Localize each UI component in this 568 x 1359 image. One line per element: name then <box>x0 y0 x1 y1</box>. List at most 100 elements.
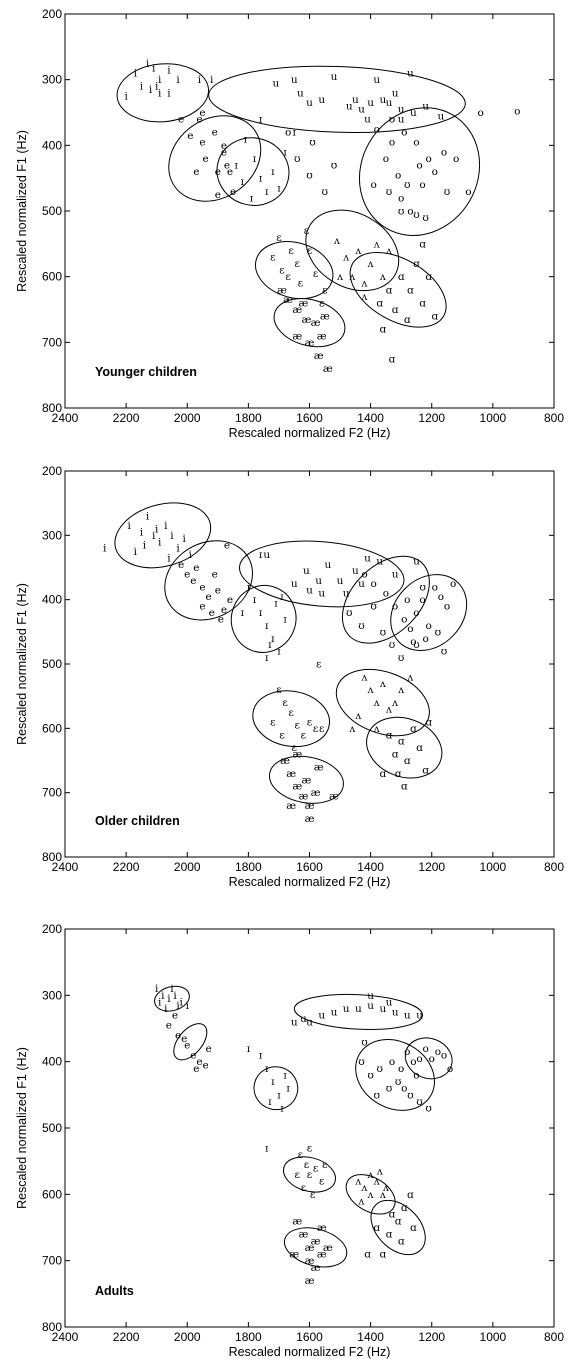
y-axis-title: Rescaled normalized F1 (Hz) <box>15 130 29 292</box>
vowel-ellipse <box>208 65 466 133</box>
vowel-token: e <box>221 604 227 616</box>
vowel-token: i <box>124 91 128 103</box>
vowel-token: u <box>422 100 429 112</box>
vowel-token: e <box>218 613 224 625</box>
vowel-token: i <box>161 990 165 1002</box>
vowel-token: ʊ <box>413 639 420 651</box>
vowel-token: æ <box>323 363 333 375</box>
vowel-token: o <box>285 127 291 139</box>
vowel-token: ɑ <box>379 768 386 780</box>
vowel-token: o <box>398 1063 404 1075</box>
vowel-token: ʌ <box>357 1195 364 1207</box>
vowel-token: ʌ <box>348 723 355 735</box>
vowel-token: æ <box>317 330 327 342</box>
vowel-token: u <box>318 1010 325 1022</box>
vowel-token: u <box>404 1010 411 1022</box>
vowel-token: ɑ <box>419 297 426 309</box>
vowel-token: u <box>358 104 365 116</box>
vowel-token: ɪ <box>283 146 287 158</box>
vowel-token: ɛ <box>319 1176 324 1188</box>
vowel-token: u <box>306 585 313 597</box>
vowel-token: ʌ <box>391 697 398 709</box>
vowel-token: e <box>209 607 215 619</box>
vowel-token: æ <box>292 749 302 761</box>
y-tick-label: 400 <box>42 593 62 607</box>
vowel-token: ɑ <box>392 749 399 761</box>
x-tick-label: 1000 <box>480 1330 507 1344</box>
vowel-token: e <box>184 568 190 580</box>
vowel-token: ɛ <box>319 723 324 735</box>
vowel-token: o <box>407 206 413 218</box>
vowel-token: ɛ <box>295 1169 300 1181</box>
vowel-token: ʊ <box>331 160 338 172</box>
vowel-token: i <box>143 539 147 551</box>
vowel-token: u <box>343 1003 350 1015</box>
vowel-token: ɪ <box>265 652 269 664</box>
vowel-token: o <box>477 107 483 119</box>
vowel-token: æ <box>317 1249 327 1261</box>
vowel-token: i <box>158 996 162 1008</box>
vowel-token: ɪ <box>268 1096 272 1108</box>
vowel-token: æ <box>292 330 302 342</box>
panel-label: Older children <box>95 814 180 828</box>
vowel-token: ʊ <box>380 626 387 638</box>
vowel-token: ʌ <box>376 1166 383 1178</box>
x-axis-title: Rescaled normalized F2 (Hz) <box>229 875 391 889</box>
vowel-token: æ <box>311 787 321 799</box>
vowel-token: e <box>230 186 236 198</box>
vowel-ellipse <box>164 540 254 621</box>
vowel-ellipse <box>335 668 430 737</box>
vowel-token: ɪ <box>234 160 238 172</box>
vowel-ellipse <box>154 985 190 1012</box>
vowel-token: æ <box>292 1215 302 1227</box>
vowel-token: æ <box>305 813 315 825</box>
vowel-token: u <box>373 74 380 86</box>
vowel-token: ɛ <box>295 258 300 270</box>
vowel-token: u <box>272 77 279 89</box>
x-tick-label: 1800 <box>235 1330 262 1344</box>
vowel-token: u <box>306 1016 313 1028</box>
vowel-token: i <box>134 546 138 558</box>
x-tick-label: 1200 <box>418 860 445 874</box>
vowel-token: ʊ <box>358 620 365 632</box>
vowel-token: e <box>172 1010 178 1022</box>
vowel-token: o <box>392 601 398 613</box>
vowel-token: ɪ <box>265 1063 269 1075</box>
x-axis-title: Rescaled normalized F2 (Hz) <box>229 1345 391 1359</box>
vowel-ellipse <box>370 1199 426 1256</box>
vowel-token: ʌ <box>385 245 392 257</box>
vowel-ellipse <box>273 298 346 348</box>
vowel-ellipse <box>366 716 443 779</box>
vowel-token: ʌ <box>373 723 380 735</box>
vowel-token: o <box>401 1083 407 1095</box>
vowel-token: e <box>224 539 230 551</box>
y-axis-title: Rescaled normalized F1 (Hz) <box>15 1047 29 1209</box>
vowel-token: ʌ <box>406 671 413 683</box>
vowel-token: ɪ <box>247 1043 251 1055</box>
vowel-token: ʊ <box>416 1096 423 1108</box>
vowel-ellipse <box>404 1037 453 1080</box>
x-tick-label: 1600 <box>296 1330 323 1344</box>
vowel-ellipse <box>268 755 344 804</box>
vowel-token: ɑ <box>389 353 396 365</box>
y-tick-label: 800 <box>42 1320 62 1334</box>
y-tick-label: 800 <box>42 401 62 415</box>
vowel-token: u <box>355 1003 362 1015</box>
vowel-token: i <box>140 527 144 539</box>
vowel-token: ɑ <box>376 297 383 309</box>
vowel-token: ɪ <box>259 1050 263 1062</box>
vowel-token: e <box>181 1033 187 1045</box>
vowel-ellipse <box>114 502 212 569</box>
x-tick-label: 2400 <box>52 411 79 425</box>
vowel-token: o <box>419 594 425 606</box>
vowel-token: u <box>297 87 304 99</box>
vowel-token: e <box>212 127 218 139</box>
x-tick-label: 2400 <box>52 860 79 874</box>
vowel-token: u <box>376 556 383 568</box>
vowel-token: o <box>422 1043 428 1055</box>
vowel-token: i <box>170 530 174 542</box>
vowel-token: u <box>291 578 298 590</box>
vowel-token: u <box>352 565 359 577</box>
